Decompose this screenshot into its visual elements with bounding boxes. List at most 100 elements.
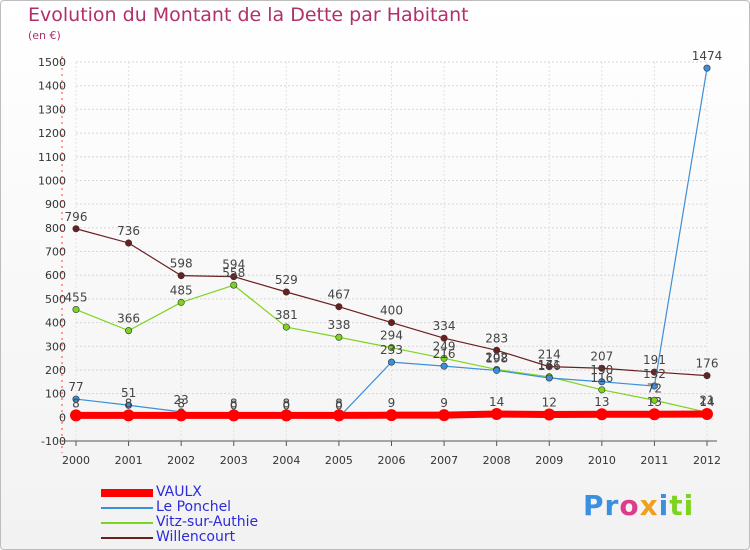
data-label-vitz-sur-authie-2000: 455 bbox=[65, 291, 88, 305]
data-point-vaulx-2005 bbox=[332, 409, 345, 422]
x-tick-label-2012: 2012 bbox=[693, 454, 721, 467]
data-label-le-ponchel-2004: 0 bbox=[283, 398, 291, 412]
data-label-vaulx-2012: 14 bbox=[699, 395, 714, 409]
data-point-le-ponchel-2009 bbox=[545, 374, 553, 382]
x-tick-label-2011: 2011 bbox=[640, 454, 668, 467]
x-tick-label-2002: 2002 bbox=[167, 454, 195, 467]
data-point-vaulx-2007 bbox=[438, 409, 451, 422]
y-tick-label: 900 bbox=[45, 198, 66, 211]
data-point-le-ponchel-2010 bbox=[598, 378, 606, 386]
data-point-le-ponchel-2006 bbox=[387, 358, 395, 366]
data-point-vaulx-2012 bbox=[701, 407, 713, 420]
data-point-willencourt-2006 bbox=[387, 319, 395, 327]
data-label-vitz-sur-authie-2006: 294 bbox=[380, 329, 403, 343]
data-label-vitz-sur-authie-2008: 202 bbox=[485, 350, 508, 364]
data-point-le-ponchel-2012 bbox=[703, 64, 711, 72]
data-point-vitz-sur-authie-2005 bbox=[335, 333, 343, 341]
x-tick-label-2001: 2001 bbox=[115, 454, 143, 467]
logo-letter: i bbox=[658, 489, 670, 522]
data-label-le-ponchel-2001: 51 bbox=[121, 386, 136, 400]
legend-label-willencourt: Willencourt bbox=[156, 529, 236, 545]
data-point-vitz-sur-authie-2000 bbox=[72, 306, 80, 314]
y-tick-label: 100 bbox=[45, 388, 66, 401]
data-label-vaulx-2000: 8 bbox=[72, 396, 80, 410]
y-tick-label: 1400 bbox=[38, 80, 66, 93]
y-tick-label: 1100 bbox=[38, 151, 66, 164]
data-label-le-ponchel-2011: 132 bbox=[643, 367, 666, 381]
data-point-vaulx-2010 bbox=[595, 408, 608, 421]
data-label-vaulx-2011: 13 bbox=[647, 395, 662, 409]
data-point-willencourt-2002 bbox=[177, 272, 185, 280]
data-label-le-ponchel-2003: 0 bbox=[230, 398, 238, 412]
y-tick-label: 1300 bbox=[38, 103, 66, 116]
data-label-vaulx-2003: 8 bbox=[230, 396, 238, 410]
y-tick-label: 300 bbox=[45, 340, 66, 353]
x-tick-label-2000: 2000 bbox=[62, 454, 90, 467]
y-tick-label: 1500 bbox=[38, 56, 66, 69]
data-label-vaulx-2010: 13 bbox=[594, 395, 609, 409]
data-label-vaulx-2005: 8 bbox=[335, 396, 343, 410]
legend-item-willencourt: Willencourt bbox=[101, 529, 301, 545]
data-point-vaulx-2006 bbox=[385, 409, 398, 422]
x-tick-label-2008: 2008 bbox=[483, 454, 511, 467]
data-label-vitz-sur-authie-2011: 72 bbox=[647, 381, 662, 395]
x-tick-label-2004: 2004 bbox=[272, 454, 300, 467]
data-label-vitz-sur-authie-2003: 558 bbox=[222, 266, 245, 280]
x-tick-label-2007: 2007 bbox=[430, 454, 458, 467]
legend-swatch-vitz-sur-authie bbox=[101, 522, 153, 524]
data-label-vitz-sur-authie-2010: 116 bbox=[590, 371, 613, 385]
y-tick-label: 800 bbox=[45, 222, 66, 235]
logo-letter: i bbox=[683, 489, 695, 522]
logo-letter: P bbox=[583, 489, 605, 522]
data-label-vitz-sur-authie-2004: 381 bbox=[275, 308, 298, 322]
data-label-vaulx-2006: 9 bbox=[388, 396, 396, 410]
data-point-le-ponchel-2000 bbox=[72, 395, 80, 403]
data-label-le-ponchel-2005: 0 bbox=[335, 398, 343, 412]
data-label-le-ponchel-2008: 198 bbox=[485, 351, 508, 365]
data-point-vitz-sur-authie-2002 bbox=[177, 298, 185, 306]
data-point-willencourt-2000 bbox=[72, 225, 80, 233]
y-tick-label: 600 bbox=[45, 269, 66, 282]
y-tick-label: -100 bbox=[41, 435, 66, 448]
data-label-le-ponchel-2007: 216 bbox=[433, 347, 456, 361]
data-label-willencourt-2002: 598 bbox=[170, 257, 193, 271]
data-label-vitz-sur-authie-2007: 249 bbox=[433, 339, 456, 353]
data-point-vaulx-2000 bbox=[70, 409, 82, 422]
chart-title: Evolution du Montant de la Dette par Hab… bbox=[28, 4, 469, 26]
data-label-vaulx-2004: 8 bbox=[283, 396, 291, 410]
data-label-vitz-sur-authie-2005: 338 bbox=[327, 318, 350, 332]
data-point-vaulx-2011 bbox=[648, 408, 661, 421]
legend-swatch-le-ponchel bbox=[101, 507, 153, 509]
x-tick-label-2005: 2005 bbox=[325, 454, 353, 467]
data-point-willencourt-2003 bbox=[230, 273, 238, 281]
data-point-willencourt-2012 bbox=[703, 372, 711, 380]
x-tick-label-2003: 2003 bbox=[220, 454, 248, 467]
data-point-le-ponchel-2001 bbox=[125, 401, 133, 409]
data-point-willencourt-2001 bbox=[125, 239, 133, 247]
data-point-willencourt-2010 bbox=[598, 364, 606, 372]
data-label-le-ponchel-2012: 1474 bbox=[692, 49, 723, 63]
data-label-willencourt-2009: 214 bbox=[538, 348, 561, 362]
logo-letter: t bbox=[669, 489, 684, 522]
data-point-le-ponchel-2007 bbox=[440, 362, 448, 370]
y-tick-label: 700 bbox=[45, 246, 66, 259]
x-tick-label-2009: 2009 bbox=[535, 454, 563, 467]
data-label-willencourt-2000: 796 bbox=[65, 210, 88, 224]
data-label-willencourt-2007: 334 bbox=[433, 319, 456, 333]
data-point-vaulx-2001 bbox=[122, 409, 135, 422]
chart-unit-label: (en €) bbox=[28, 29, 61, 42]
data-point-vaulx-2008 bbox=[490, 407, 503, 420]
proxiti-logo: Proxiti bbox=[583, 489, 694, 522]
data-label-vaulx-2007: 9 bbox=[440, 396, 448, 410]
data-label-le-ponchel-2000: 77 bbox=[68, 380, 83, 394]
y-tick-label: 1000 bbox=[38, 174, 66, 187]
data-point-le-ponchel-2008 bbox=[493, 366, 501, 374]
data-label-willencourt-2005: 467 bbox=[327, 288, 350, 302]
logo-letter: x bbox=[639, 489, 659, 522]
data-label-willencourt-2010: 207 bbox=[590, 349, 613, 363]
data-point-vaulx-2009 bbox=[543, 408, 556, 421]
data-point-vitz-sur-authie-2007 bbox=[440, 354, 448, 362]
data-point-willencourt-2004 bbox=[282, 288, 290, 296]
data-point-willencourt-2009 bbox=[545, 363, 553, 371]
